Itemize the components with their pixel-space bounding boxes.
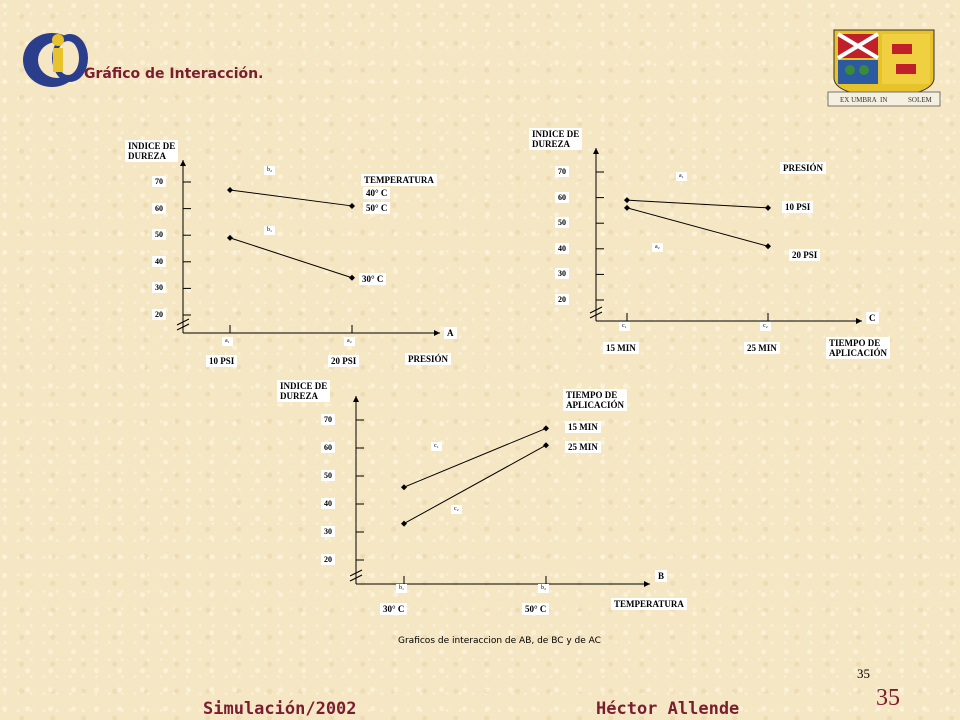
footer-left: Simulación/2002 (203, 699, 357, 719)
category-symbol-ac-1: c₂ (760, 322, 771, 331)
axis-break-a-ac (589, 306, 603, 314)
y-tick-label-ab-5: 20 (152, 309, 166, 320)
series-label-ac-1: 20 PSI (789, 249, 821, 261)
footer-right: Héctor Allende (596, 699, 740, 719)
crest-text-left: EX UMBRA (840, 96, 877, 104)
axis-break-a-ab (176, 318, 190, 326)
x-axis-letter-ac: C (866, 312, 879, 324)
x-axis-arrow-ac (856, 318, 862, 324)
series-label-bc-1: 25 MIN (565, 441, 601, 453)
y-axis-title-bc: INDICE DE DUREZA (277, 380, 331, 402)
y-tick-label-ac-2: 50 (555, 217, 569, 229)
legend-title-ac: PRESIÓN (780, 162, 827, 174)
data-point-ab-1-0 (227, 234, 233, 241)
series-line-bc-0 (403, 427, 547, 488)
crest-text-right: SOLEM (908, 96, 933, 104)
line-tag-ab-0: b₂ (264, 166, 276, 175)
y-tick-label-ab-0: 70 (152, 176, 166, 187)
data-point-ac-1-1 (765, 243, 771, 250)
category-symbol-ab-1: a₂ (344, 337, 355, 346)
series-label-ab-1: 30° C (359, 273, 387, 285)
y-tick-label-ab-1: 60 (152, 202, 166, 214)
data-point-ab-0-1 (349, 202, 355, 209)
y-tick-label-bc-5: 20 (321, 554, 335, 565)
y-axis-arrow-bc (353, 396, 359, 402)
page-number-large: 35 (876, 685, 900, 711)
category-label-ac-0: 15 MIN (603, 342, 639, 354)
series-label-ac-0: 10 PSI (782, 201, 814, 213)
page-title: Gráfico de Interacción. (84, 66, 264, 82)
x-axis-title-ac: TIEMPO DE APLICACIÓN (826, 337, 891, 359)
y-tick-label-ac-0: 70 (555, 166, 569, 177)
category-label-bc-1: 50° C (522, 603, 550, 615)
x-axis-letter-ab: A (444, 327, 457, 339)
axis-break-b-ab (176, 323, 190, 331)
y-axis-arrow-ab (180, 160, 186, 166)
y-tick-label-ac-1: 60 (555, 191, 569, 203)
data-point-bc-1-1 (543, 442, 549, 449)
series-line-ac-1 (626, 207, 769, 247)
category-symbol-bc-1: b₂ (538, 584, 550, 593)
axis-break-b-bc (349, 574, 363, 582)
category-symbol-ab-0: a₁ (222, 337, 233, 346)
y-tick-label-bc-2: 50 (321, 470, 335, 481)
figure-caption: Graficos de interaccion de AB, de BC y d… (398, 636, 601, 646)
y-tick-label-ac-5: 20 (555, 294, 569, 305)
university-crest-icon: EX UMBRA IN SOLEM (827, 29, 941, 107)
data-point-ab-1-1 (349, 274, 355, 281)
y-tick-label-bc-3: 40 (321, 498, 335, 509)
line-tag-ab-1: b₁ (264, 226, 276, 235)
x-axis-title-bc: TEMPERATURA (611, 598, 687, 610)
series-line-ab-0 (229, 189, 353, 207)
category-symbol-ac-0: c₁ (619, 322, 630, 331)
line-tag-ac-1: a₂ (652, 243, 663, 252)
axis-break-b-ac (589, 311, 603, 319)
data-point-ac-0-0 (624, 197, 630, 204)
y-tick-label-ab-4: 30 (152, 282, 166, 294)
series-label-ab-0: 40° C (363, 187, 391, 199)
page-number: 35 (857, 666, 870, 681)
crest-text-middle: IN (880, 96, 887, 104)
y-tick-label-ac-3: 40 (555, 242, 569, 254)
data-point-bc-0-0 (401, 484, 407, 491)
y-tick-label-bc-4: 30 (321, 526, 335, 537)
category-label-bc-0: 30° C (380, 603, 408, 615)
line-tag-bc-1: c₂ (451, 505, 462, 514)
series-label-ab-extra: 50° C (363, 202, 391, 214)
x-axis-arrow-bc (644, 581, 650, 587)
data-point-ac-0-1 (765, 204, 771, 211)
line-tag-bc-0: c₁ (431, 442, 442, 451)
line-tag-ac-0: a₁ (676, 172, 687, 181)
data-point-bc-0-1 (543, 425, 549, 432)
y-tick-label-ac-4: 30 (555, 268, 569, 280)
legend-title-ab: TEMPERATURA (361, 174, 437, 186)
y-tick-label-ab-2: 50 (152, 229, 166, 241)
legend-title-bc: TIEMPO DE APLICACIÓN (563, 389, 628, 411)
data-point-ac-1-0 (624, 204, 630, 211)
category-label-ab-0: 10 PSI (206, 355, 238, 367)
x-axis-arrow-ab (434, 330, 440, 336)
series-line-ac-0 (626, 199, 769, 209)
x-axis-letter-bc: B (655, 570, 668, 582)
series-label-bc-0: 15 MIN (565, 421, 601, 433)
university-logo-icon (23, 33, 88, 87)
y-axis-arrow-ac (593, 148, 599, 154)
data-point-ab-0-0 (227, 186, 233, 193)
y-tick-label-bc-1: 60 (321, 442, 335, 453)
series-line-ab-1 (229, 237, 353, 279)
x-axis-title-ab: PRESIÓN (405, 353, 452, 365)
category-label-ac-1: 25 MIN (744, 342, 780, 354)
category-symbol-bc-0: b₁ (396, 584, 408, 593)
y-axis-title-ac: INDICE DE DUREZA (529, 128, 583, 150)
series-line-bc-1 (403, 444, 547, 525)
y-tick-label-ab-3: 40 (152, 255, 166, 267)
y-axis-title-ab: INDICE DE DUREZA (125, 140, 179, 162)
category-label-ab-1: 20 PSI (328, 355, 360, 367)
y-tick-label-bc-0: 70 (321, 414, 335, 425)
data-point-bc-1-0 (401, 520, 407, 527)
axis-break-a-bc (349, 569, 363, 577)
